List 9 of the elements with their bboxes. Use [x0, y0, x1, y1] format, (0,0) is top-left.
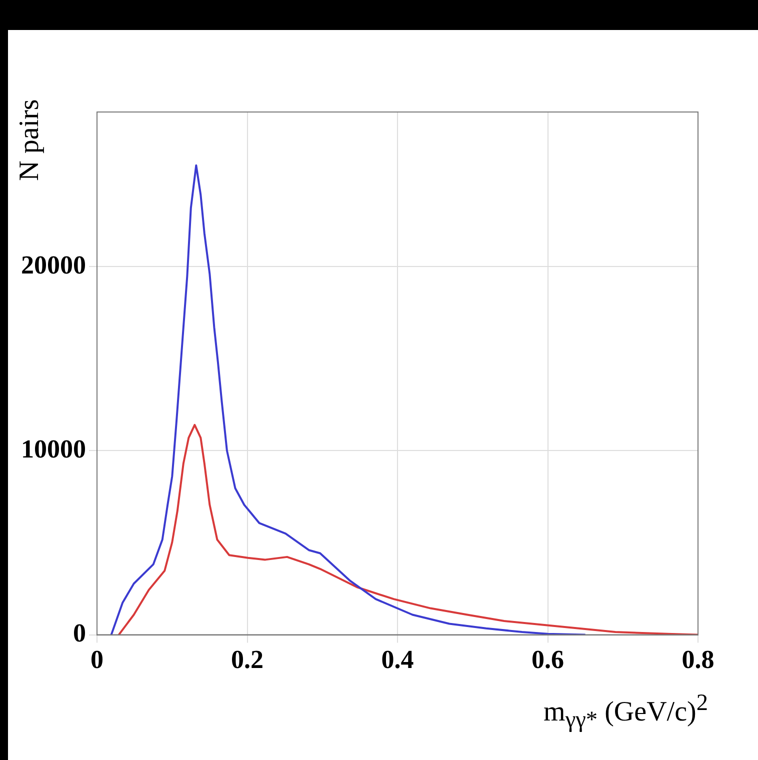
- y-tick-label: 10000: [21, 434, 86, 464]
- x-tick-label: 0.2: [231, 645, 264, 674]
- y-axis-title: N pairs: [14, 99, 46, 181]
- y-tick-label: 0: [73, 618, 86, 648]
- x-tick-label: 0.8: [682, 645, 714, 674]
- x-axis-title: m$_{γγ*}$ (GeV/c)$^{2}$: [544, 690, 708, 734]
- y-tick-label: 20000: [21, 250, 86, 280]
- x-tick-label: 0.4: [381, 645, 414, 674]
- x-tick-label: 0.6: [532, 645, 564, 674]
